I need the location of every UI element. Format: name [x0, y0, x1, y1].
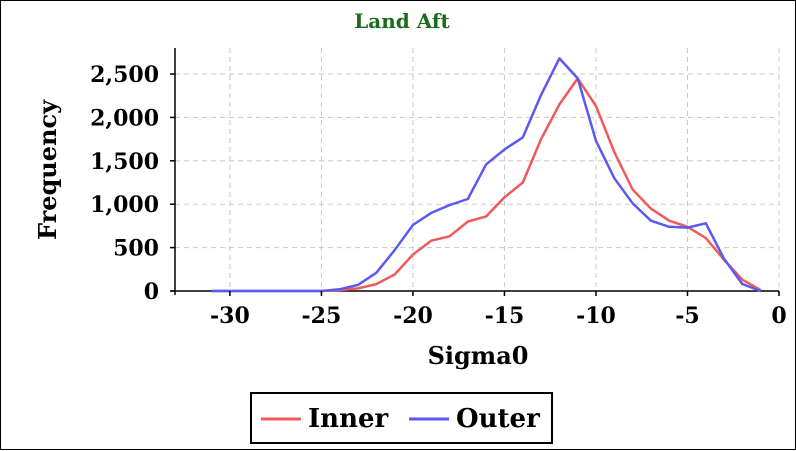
series-line-inner: [211, 77, 762, 293]
x-tick-label: -25: [302, 303, 342, 329]
x-tick-label: -10: [576, 303, 616, 329]
y-tick-label: 500: [113, 236, 159, 262]
legend-box: [250, 392, 553, 444]
y-tick-label: 0: [144, 279, 159, 305]
x-axis-label: Sigma0: [428, 341, 529, 370]
series-layer: [211, 57, 762, 293]
x-tick-label: -20: [393, 303, 433, 329]
x-tick-label: -15: [485, 303, 525, 329]
x-tick-label: -30: [210, 303, 250, 329]
y-tick-label: 1,500: [90, 149, 159, 175]
y-tick-label: 2,000: [90, 105, 159, 131]
legend: Inner Outer: [250, 392, 553, 444]
legend-label-outer: Outer: [456, 404, 540, 434]
y-tick-label: 1,000: [90, 192, 159, 218]
y-axis-label: Frequency: [33, 99, 62, 240]
legend-label-inner: Inner: [308, 404, 389, 434]
series-line-outer: [211, 57, 762, 293]
ticks-layer: -30 -25 -20 -15 -10 -5 0 0 500 1,000 1,500 2,000 2,5…: [90, 62, 787, 329]
y-tick-label: 2,500: [90, 62, 159, 88]
grid-layer: [175, 48, 780, 291]
x-tick-label: -5: [675, 303, 699, 329]
x-tick-label: 0: [771, 303, 786, 329]
chart-title: Land Aft: [354, 9, 450, 33]
